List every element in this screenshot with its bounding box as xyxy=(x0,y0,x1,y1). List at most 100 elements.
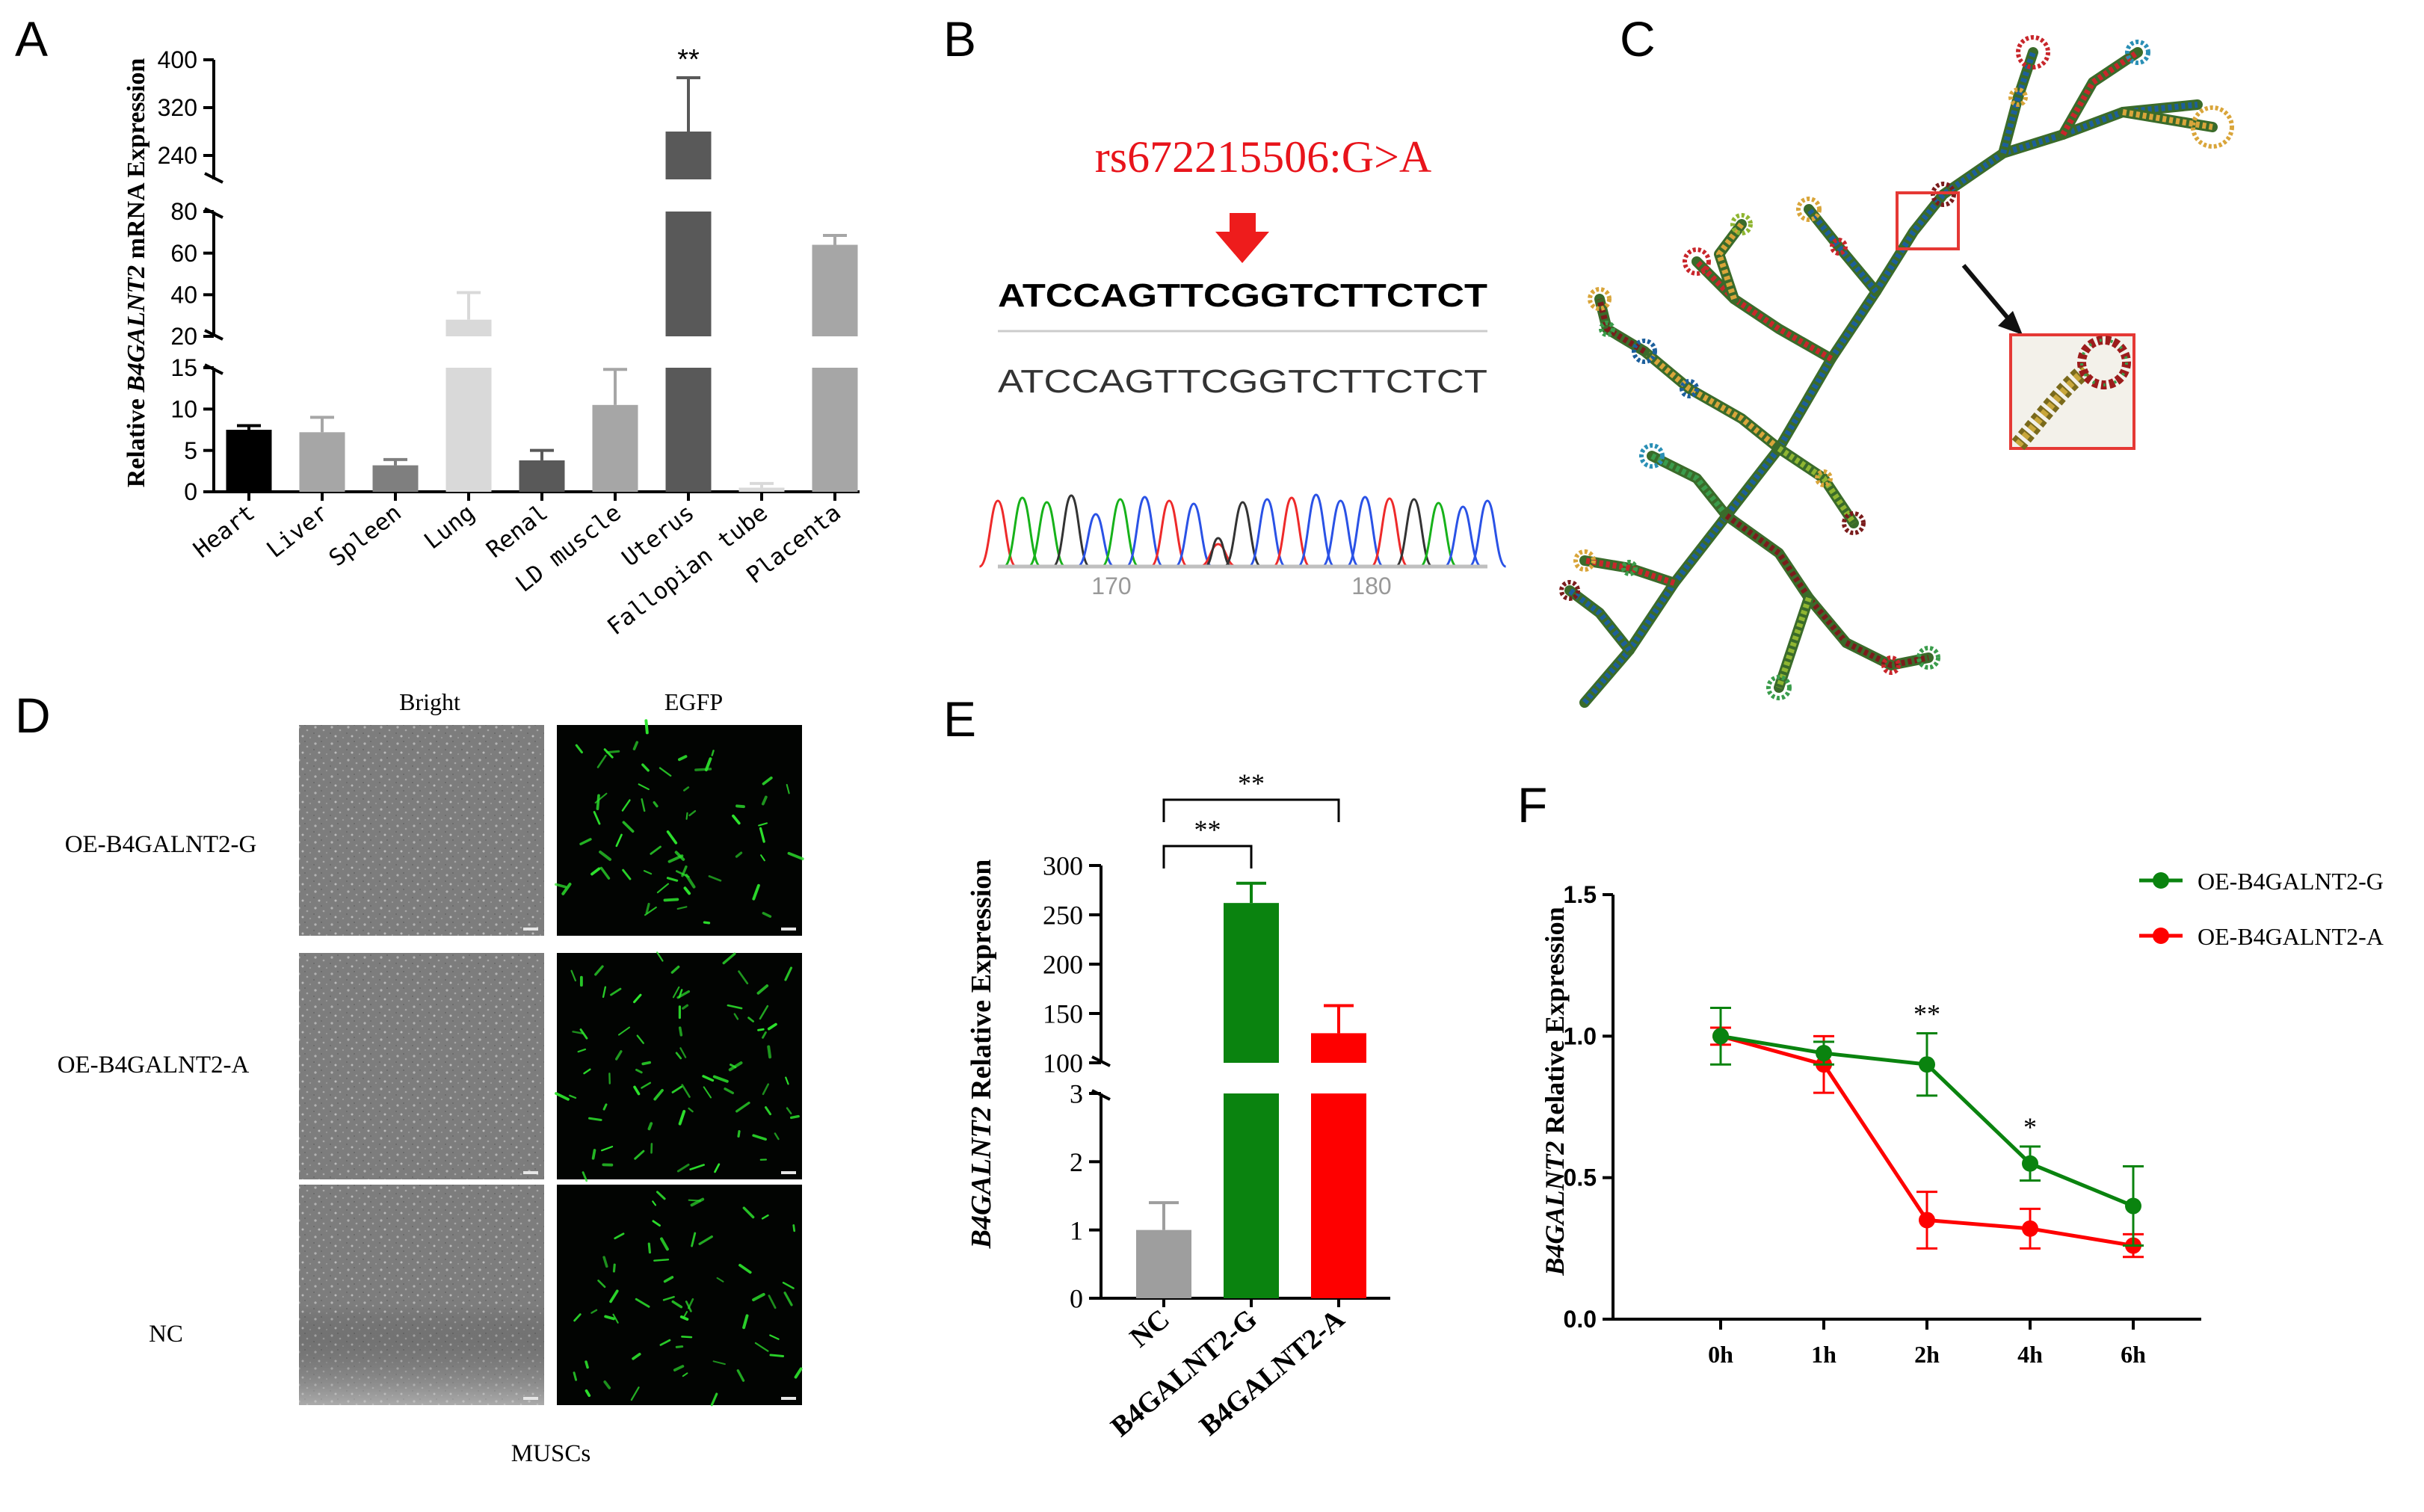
egfp-cell xyxy=(635,1297,650,1308)
egfp-cell xyxy=(555,1092,570,1101)
rna-secondary-structure xyxy=(1559,35,2234,708)
trace-peak xyxy=(1419,502,1458,568)
egfp-cell xyxy=(733,1013,739,1020)
egfp-cell xyxy=(573,1313,582,1322)
egfp-cell xyxy=(688,1107,694,1113)
significance-marker: ** xyxy=(1238,768,1265,798)
egfp-cell xyxy=(634,1150,645,1160)
bar xyxy=(226,430,272,492)
axis-break-mark xyxy=(1091,1089,1111,1101)
egfp-cell xyxy=(783,1292,793,1306)
trace-peak xyxy=(1101,498,1140,568)
significance-marker: * xyxy=(2023,1112,2037,1142)
egfp-cell xyxy=(667,854,684,863)
egfp-cell xyxy=(691,1232,697,1247)
snp-label: rs672215506:G>A xyxy=(1095,132,1432,182)
bar xyxy=(1224,1093,1279,1298)
egfp-cell xyxy=(659,1339,671,1346)
helix-bases xyxy=(1567,587,1632,652)
trace-peak xyxy=(1204,537,1233,568)
egfp-cell xyxy=(735,1101,750,1113)
egfp-cell xyxy=(632,1352,641,1360)
egfp-cell xyxy=(794,1367,803,1379)
egfp-image-oe-g xyxy=(557,725,802,936)
row-label-nc: NC xyxy=(149,1321,183,1348)
egfp-cell xyxy=(676,990,691,999)
position-label-170: 170 xyxy=(1091,573,1131,599)
egfp-cell xyxy=(663,898,679,902)
egfp-cell xyxy=(622,868,632,880)
egfp-cell xyxy=(672,986,680,999)
egfp-cell xyxy=(698,1235,713,1245)
egfp-cell xyxy=(742,1206,755,1219)
scale-bar xyxy=(523,1397,538,1400)
egfp-cell xyxy=(617,1026,631,1036)
bar xyxy=(592,404,638,492)
x-tick-label: B4GALNT2-G xyxy=(1105,1303,1262,1443)
axis-break-mark xyxy=(204,172,223,184)
egfp-cell xyxy=(590,1309,598,1314)
egfp-cell xyxy=(675,1052,682,1060)
egfp-cell xyxy=(716,1277,724,1283)
egfp-cell xyxy=(714,1163,721,1173)
chromatogram-trace xyxy=(978,493,1507,568)
trace-peak xyxy=(1003,496,1042,568)
egfp-cell xyxy=(600,1146,614,1152)
x-tick-label: Heart xyxy=(188,499,260,564)
bar xyxy=(445,319,492,336)
egfp-cell xyxy=(742,1314,749,1330)
egfp-cell xyxy=(747,1016,755,1022)
data-point xyxy=(2022,1155,2038,1172)
egfp-cell xyxy=(569,1094,577,1099)
egfp-cell xyxy=(757,1028,765,1031)
bar xyxy=(1311,1033,1366,1063)
egfp-cell xyxy=(760,854,765,862)
egfp-cell xyxy=(737,1130,741,1138)
egfp-cell xyxy=(662,1295,675,1301)
egfp-cell xyxy=(596,794,600,811)
egfp-cell xyxy=(683,886,691,895)
hairpin-loop xyxy=(2016,35,2050,70)
helix-bases xyxy=(1776,596,1812,689)
trace-peak xyxy=(1174,502,1213,568)
egfp-cell xyxy=(577,1048,587,1053)
panel-f-line-chart: B4GALNT2 Relative Expression 0.0 0.5 1.0 1.… xyxy=(1540,868,2384,1368)
trace-peak xyxy=(1345,496,1384,568)
hairpin-loop xyxy=(1815,469,1833,487)
bar xyxy=(1224,903,1279,1063)
egfp-cell xyxy=(597,1280,606,1289)
y-tick-label: 240 xyxy=(158,142,197,169)
helix xyxy=(1691,256,1836,364)
bar xyxy=(299,432,345,492)
egfp-cell xyxy=(653,800,659,808)
x-tick-label: NC xyxy=(1124,1303,1176,1354)
y-tick-label: 1.0 xyxy=(1564,1022,1597,1049)
egfp-cell xyxy=(605,750,620,754)
x-tick-label: 6h xyxy=(2121,1341,2146,1368)
bar xyxy=(665,132,712,179)
column-header-egfp: EGFP xyxy=(664,688,723,715)
y-tick-label: 20 xyxy=(170,323,197,350)
egfp-cell xyxy=(633,1085,641,1096)
significance-bracket xyxy=(1162,798,1340,822)
hairpin-loop xyxy=(1559,580,1580,601)
y-tick-label: 0 xyxy=(184,478,197,505)
inset-arrow-line xyxy=(1961,264,2013,323)
y-tick-label: 300 xyxy=(1043,851,1083,881)
egfp-cell xyxy=(682,1372,688,1377)
egfp-cell xyxy=(786,783,790,794)
egfp-cell xyxy=(754,1342,769,1352)
y-tick-label: 100 xyxy=(1043,1049,1083,1079)
y-tick-label: 0.5 xyxy=(1564,1164,1597,1191)
egfp-cell xyxy=(583,1068,591,1075)
egfp-cell xyxy=(671,1300,683,1309)
data-point xyxy=(1919,1212,1935,1229)
egfp-cell xyxy=(759,827,765,843)
helix-bases xyxy=(1650,453,1730,518)
egfp-cell xyxy=(785,1076,789,1085)
egfp-cell xyxy=(590,867,601,876)
row-label-oe-g: OE-B4GALNT2-G xyxy=(65,831,257,858)
hairpin-loop xyxy=(1639,443,1665,469)
egfp-cell xyxy=(612,1313,619,1324)
